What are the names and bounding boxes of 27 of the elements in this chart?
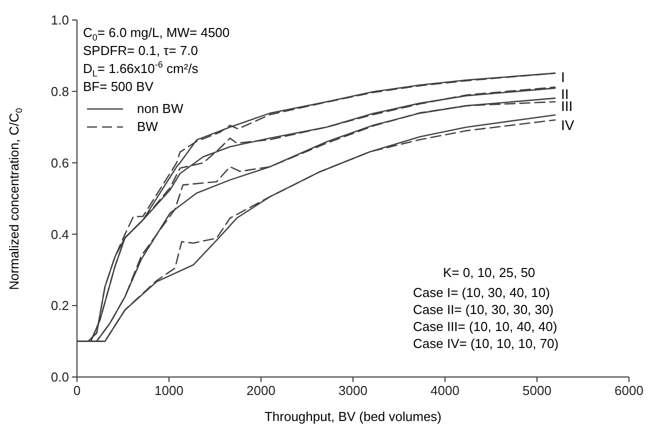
x-tick-label: 4000 (430, 383, 460, 398)
annotation: Case II= (10, 30, 30, 30) (413, 301, 555, 318)
x-axis-title: Throughput, BV (bed volumes) (264, 409, 442, 424)
x-tick-label: 6000 (614, 383, 644, 398)
x-tick-label: 2000 (246, 383, 276, 398)
y-tick-label: 0.2 (50, 298, 69, 314)
x-tick-label: 0 (73, 383, 81, 398)
annotation: K= 0, 10, 25, 50 (443, 264, 536, 281)
y-tick-label: 0.4 (50, 226, 69, 242)
annotation: Case III= (10, 10, 40, 40) (413, 318, 558, 335)
legend-label: BW (137, 118, 158, 136)
legend-label: non BW (137, 100, 184, 118)
annotation: Case I= (10, 30, 40, 10) (413, 284, 551, 301)
y-tick-label: 0.0 (50, 370, 69, 385)
annotation: SPDFR= 0.1, τ= 7.0 (83, 42, 199, 60)
annotation: D$_{L}$= 1.66x10$^{-6}$ cm²/s (83, 60, 200, 79)
y-tick-label: 0.8 (50, 84, 69, 100)
y-tick-label: 0.6 (50, 155, 69, 170)
annotation: Case IV= (10, 10, 10, 70) (413, 335, 559, 352)
annotation: I (561, 69, 565, 86)
x-tick-label: 5000 (522, 383, 552, 398)
annotation: BF= 500 BV (83, 78, 154, 96)
x-tick-label: 1000 (154, 383, 184, 398)
annotation: IV (561, 116, 574, 133)
x-tick-label: 3000 (338, 383, 368, 398)
y-tick-label: 1.0 (50, 12, 69, 28)
annotation: C$_{0}$= 6.0 mg/L, MW= 4500 (83, 24, 230, 43)
